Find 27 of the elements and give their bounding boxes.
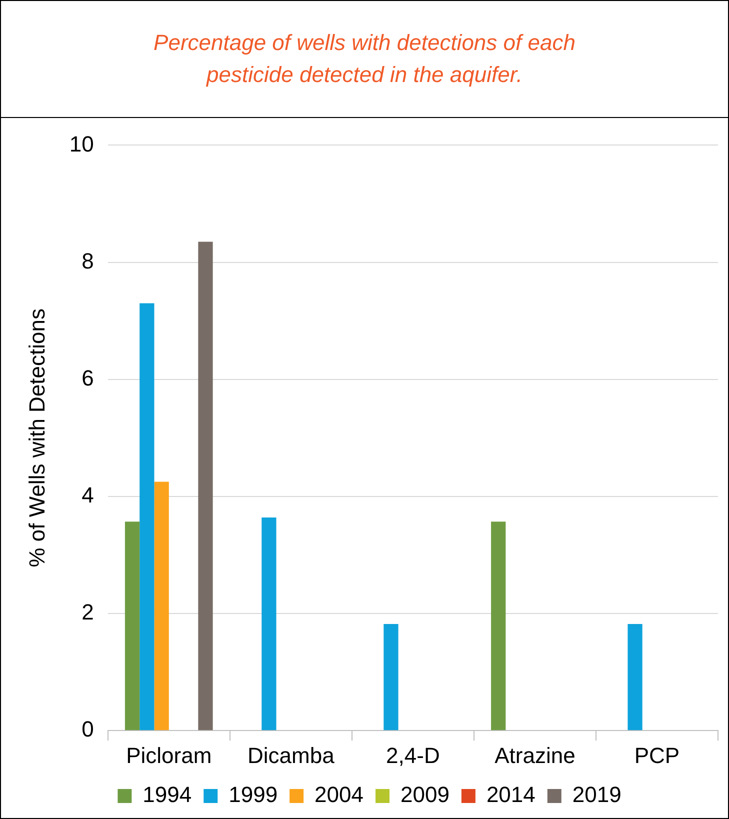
legend-label: 2014: [486, 782, 536, 808]
chart-title: Percentage of wells with detections of each pesticide detected in the aquifer.: [1, 1, 728, 118]
bar: [198, 242, 213, 730]
bar: [491, 522, 506, 730]
y-tick-label: 6: [82, 365, 94, 390]
legend-label: 2009: [400, 782, 450, 808]
bar: [262, 518, 276, 730]
legend-label: 1994: [142, 782, 192, 808]
y-tick-label: 4: [82, 482, 94, 508]
legend-label: 2004: [314, 782, 364, 808]
x-tick-label: PCP: [634, 742, 680, 768]
legend-label: 1999: [228, 782, 278, 808]
x-tick-label: Atrazine: [494, 742, 576, 768]
x-tick-label: Dicamba: [248, 742, 336, 768]
bar: [384, 624, 398, 730]
x-tick-label: Picloram: [126, 742, 212, 768]
y-tick-label: 10: [69, 131, 94, 156]
y-tick-label: 2: [82, 600, 94, 625]
legend-label: 2019: [572, 782, 622, 808]
x-tick-label: 2,4-D: [386, 742, 440, 768]
bar: [124, 522, 140, 730]
y-tick-label: 0: [82, 716, 94, 742]
bar: [154, 482, 169, 730]
y-tick-label: 8: [82, 248, 94, 274]
y-axis-title: % of Wells with Detections: [24, 308, 50, 568]
bar: [140, 303, 154, 730]
bar: [628, 624, 642, 730]
